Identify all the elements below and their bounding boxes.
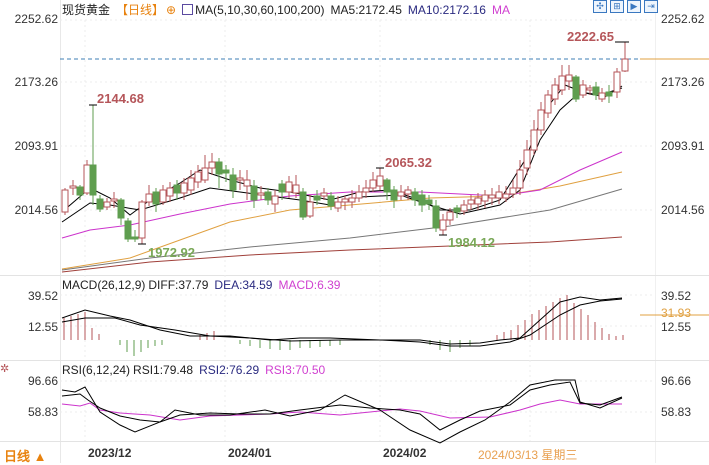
rsi-legend: RSI(6,12,24) RSI1:79.48 RSI2:76.29 RSI3:70.… — [62, 363, 331, 377]
ma-indicator-icon[interactable] — [182, 4, 194, 15]
rsi-axis-right-1: 58.83 — [661, 405, 692, 419]
macd-axis-right-2: 12.55 — [661, 320, 692, 334]
price-axis-right-3: 2014.56 — [661, 203, 705, 217]
macd-axis-right-0: 39.52 — [661, 289, 692, 303]
macd-panel-divider — [0, 275, 709, 276]
macd-dea-value: DEA:34.59 — [214, 278, 273, 292]
play-step-icon[interactable]: ▶ — [627, 0, 641, 13]
period-label[interactable]: 【日线】 — [116, 3, 165, 17]
zoom-in-icon[interactable]: ⊞ — [610, 0, 624, 13]
rsi-params: RSI(6,12,24) — [62, 363, 131, 377]
x-axis-label-dec: 2023/12 — [88, 446, 132, 460]
macd-axis-left-1: 12.55 — [27, 320, 58, 334]
right-axis-divider — [655, 0, 656, 463]
macd-macd-value: MACD:6.39 — [278, 278, 341, 292]
macd-params: MACD(26,12,9) — [62, 278, 146, 292]
jump-end-icon[interactable]: ⇥ — [644, 0, 658, 13]
macd-axis-left-0: 39.52 — [27, 289, 58, 303]
price-legend: 现货黄金 【日线】 ⊕ MA(5,10,30,60,100,200) MA5:2172.… — [62, 1, 516, 18]
macd-axis-right-1: 31.93 — [661, 306, 692, 320]
price-axis-left-0: 2252.62 — [14, 12, 58, 26]
add-indicator-icon[interactable]: ⊕ — [166, 3, 177, 17]
left-axis-divider — [60, 0, 61, 463]
rsi-axis-left-1: 58.83 — [27, 405, 58, 419]
price-axis-right-2: 2093.91 — [661, 139, 705, 153]
cursor-date: 2024/03/13 星期三 — [478, 448, 578, 462]
footer-divider — [0, 441, 709, 442]
ma10-value: MA10:2172.16 — [407, 3, 486, 17]
x-axis-label-jan: 2024/01 — [228, 446, 272, 460]
macd-diff-value: DIFF:37.79 — [148, 278, 209, 292]
price-axis-left-1: 2173.26 — [14, 75, 58, 89]
instrument-name: 现货黄金 — [62, 3, 111, 17]
rsi2-value: RSI2:76.29 — [199, 363, 260, 377]
annotation-high-2222: 2222.65 — [567, 29, 614, 44]
annotation-low-1972: 1972.92 — [148, 245, 195, 260]
price-axis-left-2: 2093.91 — [14, 139, 58, 153]
rsi-settings-icon[interactable]: ✲ — [0, 363, 10, 375]
price-axis-right-1: 2173.26 — [661, 75, 705, 89]
annotation-low-1984: 1984.12 — [448, 235, 495, 250]
ma-more-value: MA — [491, 3, 510, 17]
rsi3-value: RSI3:70.50 — [265, 363, 326, 377]
x-axis-label-feb: 2024/02 — [383, 446, 427, 460]
annotation-high-2065: 2065.32 — [385, 155, 432, 170]
rsi-axis-right-0: 96.66 — [661, 374, 692, 388]
rsi1-value: RSI1:79.48 — [133, 363, 194, 377]
annotation-high-2144: 2144.68 — [97, 91, 144, 106]
ma5-value: MA5:2172.45 — [330, 3, 402, 17]
rsi-panel-divider — [0, 360, 709, 361]
period-button[interactable]: 日线 ▲ — [4, 449, 47, 464]
rsi-axis-left-0: 96.66 — [27, 374, 58, 388]
price-axis-left-3: 2014.56 — [14, 203, 58, 217]
macd-legend: MACD(26,12,9) DIFF:37.79 DEA:34.59 MACD:6.3… — [62, 278, 346, 292]
ma-params: MA(5,10,30,60,100,200) — [195, 3, 325, 17]
crosshair-icon[interactable]: ✣ — [593, 0, 607, 13]
price-axis-right-0: 2252.62 — [661, 12, 705, 26]
